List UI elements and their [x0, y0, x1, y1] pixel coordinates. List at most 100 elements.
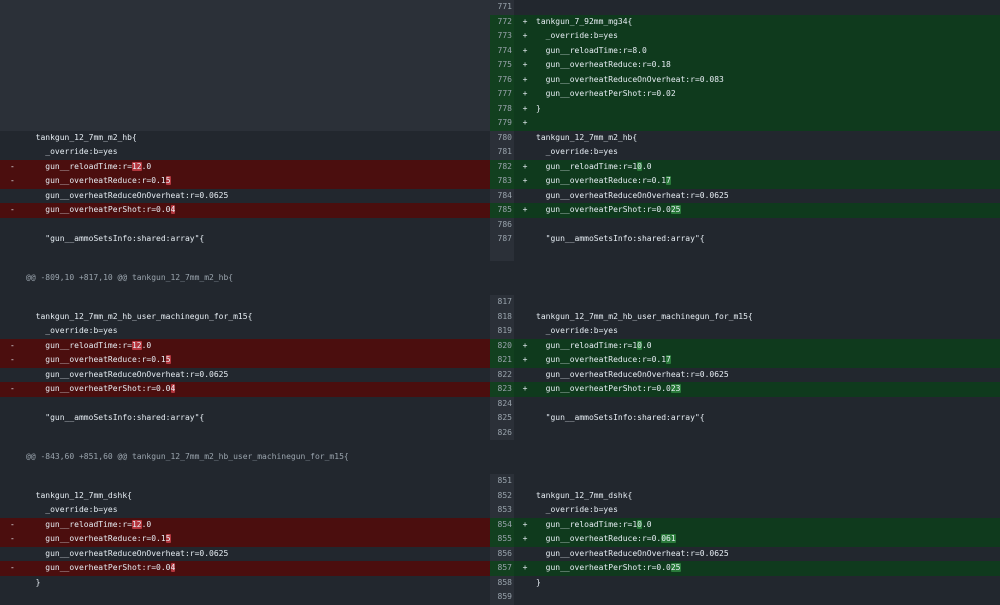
hunk-header[interactable]: @@ -809,10 +817,10 @@ tankgun_12_7mm_m2_…: [0, 261, 1000, 295]
right-sign: [514, 396, 536, 411]
right-line-number[interactable]: 824: [490, 396, 514, 411]
right-line-number[interactable]: 857: [490, 561, 514, 576]
left-code: gun__reloadTime:r=12.0: [24, 338, 490, 353]
diff-row: 773 + _override:b=yes: [0, 29, 1000, 44]
right-sign: [514, 590, 536, 605]
right-changed-chars: 7: [666, 176, 671, 185]
right-line-number[interactable]: 855: [490, 532, 514, 547]
left-text: "gun__ammoSetsInfo:shared:array"{: [35, 234, 205, 243]
left-code: gun__overheatReduce:r=0.15: [24, 353, 490, 368]
left-sign: [0, 72, 24, 87]
right-sign: [514, 425, 536, 440]
right-sign: +: [514, 561, 536, 576]
right-sign: +: [514, 43, 536, 58]
right-text: gun__overheatReduce:r=0.18: [536, 60, 671, 69]
right-sign: +: [514, 14, 536, 29]
right-text: tankgun_12_7mm_m2_hb_user_machinegun_for…: [536, 311, 753, 321]
indent: [26, 220, 36, 229]
left-code: [24, 590, 490, 605]
right-line-number[interactable]: 776: [490, 72, 514, 87]
right-line-number[interactable]: 825: [490, 411, 514, 426]
right-line-number[interactable]: 775: [490, 58, 514, 73]
right-line-number[interactable]: 819: [490, 324, 514, 339]
right-line-number[interactable]: 851: [490, 474, 514, 489]
right-line-number[interactable]: 854: [490, 517, 514, 532]
right-line-number[interactable]: 772: [490, 14, 514, 29]
right-line-number[interactable]: 773: [490, 29, 514, 44]
left-code: gun__overheatPerShot:r=0.04: [24, 561, 490, 576]
right-code: [536, 0, 1000, 15]
right-sign: +: [514, 58, 536, 73]
left-text: gun__overheatPerShot:r=0.0: [35, 384, 171, 393]
right-line-number[interactable]: 777: [490, 87, 514, 102]
right-line-number[interactable]: 859: [490, 590, 514, 605]
right-line-number[interactable]: [490, 246, 514, 261]
right-line-number[interactable]: 853: [490, 503, 514, 518]
right-line-number[interactable]: 821: [490, 353, 514, 368]
right-line-number[interactable]: 784: [490, 188, 514, 203]
left-code: [24, 58, 490, 73]
right-line-number[interactable]: 818: [490, 309, 514, 324]
right-changed-chars: 061: [661, 534, 676, 543]
left-changed-chars: 5: [165, 355, 171, 364]
right-sign: [514, 367, 536, 382]
left-text: gun__overheatReduce:r=0.1: [35, 534, 166, 543]
right-code: tankgun_7_92mm_mg34{: [536, 14, 1000, 29]
right-sign: [514, 217, 536, 232]
right-line-number[interactable]: 783: [490, 174, 514, 189]
left-text-tail: .0: [141, 340, 152, 350]
right-line-number[interactable]: 852: [490, 488, 514, 503]
left-sign: [0, 503, 24, 518]
left-code: _override:b=yes: [24, 324, 490, 339]
right-line-number[interactable]: 856: [490, 546, 514, 561]
left-sign: -: [0, 338, 24, 353]
right-text: }: [536, 103, 541, 113]
indent: [26, 326, 36, 335]
indent: [26, 413, 36, 422]
left-text: gun__overheatReduceOnOverheat:r=0.0625: [35, 369, 229, 379]
right-line-number[interactable]: 785: [490, 203, 514, 218]
right-text: gun__overheatPerShot:r=0.0: [536, 384, 671, 393]
right-sign: [514, 246, 536, 261]
right-code: gun__reloadTime:r=10.0: [536, 517, 1000, 532]
indent: [26, 578, 36, 587]
right-line-number[interactable]: 787: [490, 232, 514, 247]
left-sign: [0, 474, 24, 489]
right-text: gun__overheatReduceOnOverheat:r=0.083: [536, 74, 724, 84]
right-line-number[interactable]: 858: [490, 575, 514, 590]
right-code: gun__overheatReduceOnOverheat:r=0.0625: [536, 188, 1000, 203]
left-code: gun__overheatPerShot:r=0.04: [24, 203, 490, 218]
indent: [26, 384, 36, 393]
diff-row: gun__overheatReduce:r=0.15-783 + gun__ove…: [0, 174, 1000, 189]
right-line-number[interactable]: 820: [490, 338, 514, 353]
hunk-header[interactable]: @@ -843,60 +851,60 @@ tankgun_12_7mm_m2_…: [0, 440, 1000, 474]
right-code: gun__reloadTime:r=10.0: [536, 159, 1000, 174]
left-text: gun__overheatPerShot:r=0.0: [35, 563, 171, 572]
right-line-number[interactable]: 771: [490, 0, 514, 15]
right-line-number[interactable]: 817: [490, 295, 514, 310]
right-sign: [514, 295, 536, 310]
right-line-number[interactable]: 774: [490, 43, 514, 58]
right-line-number[interactable]: 823: [490, 382, 514, 397]
right-text: _override:b=yes: [536, 147, 618, 156]
indent: [26, 428, 36, 437]
left-text: gun__reloadTime:r=: [35, 161, 132, 171]
left-sign: [0, 425, 24, 440]
right-line-number[interactable]: 782: [490, 159, 514, 174]
right-sign: [514, 546, 536, 561]
right-line-number[interactable]: 779: [490, 116, 514, 131]
right-line-number[interactable]: 826: [490, 425, 514, 440]
right-changed-chars: 0: [637, 340, 642, 350]
right-line-number[interactable]: 778: [490, 101, 514, 116]
left-text: "gun__ammoSetsInfo:shared:array"{: [35, 413, 205, 422]
right-line-number[interactable]: 822: [490, 367, 514, 382]
right-line-number[interactable]: 780: [490, 130, 514, 145]
indent: [26, 60, 36, 69]
right-text: gun__overheatReduce:r=0.: [536, 534, 662, 543]
left-text: _override:b=yes: [35, 505, 118, 514]
left-sign: [0, 29, 24, 44]
right-sign: [514, 488, 536, 503]
right-line-number[interactable]: 781: [490, 145, 514, 160]
right-line-number[interactable]: 786: [490, 217, 514, 232]
left-text: _override:b=yes: [35, 147, 118, 156]
